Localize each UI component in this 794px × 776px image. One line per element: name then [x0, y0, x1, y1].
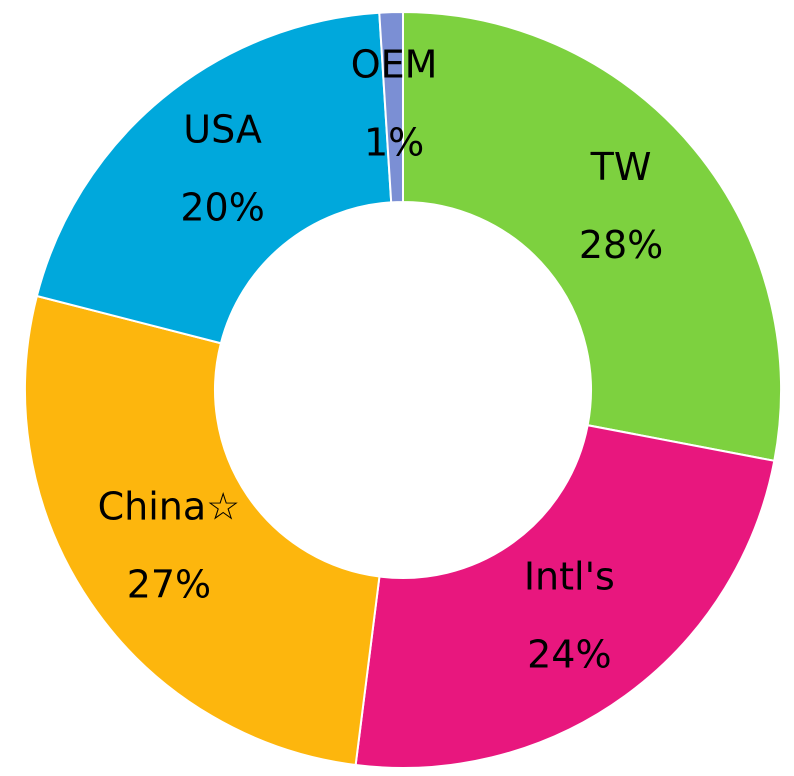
donut-slice	[402, 10, 782, 462]
slice-value-label: 24%	[527, 632, 611, 676]
slice-category-label: TW	[590, 145, 652, 189]
donut-slice	[378, 10, 404, 204]
slice-value-label: 28%	[579, 223, 663, 267]
slice-value-label: 20%	[180, 185, 264, 229]
slice-category-label: USA	[183, 107, 262, 151]
slice-value-label: 1%	[364, 121, 424, 165]
slice-category-label: Intl's	[524, 554, 615, 598]
donut-slice	[354, 424, 776, 769]
donut-slice	[35, 11, 393, 345]
slice-category-label: China☆	[98, 485, 241, 529]
slice-category-label: OEM	[351, 43, 438, 87]
slice-value-label: 27%	[127, 563, 211, 607]
donut-slice	[24, 294, 381, 767]
